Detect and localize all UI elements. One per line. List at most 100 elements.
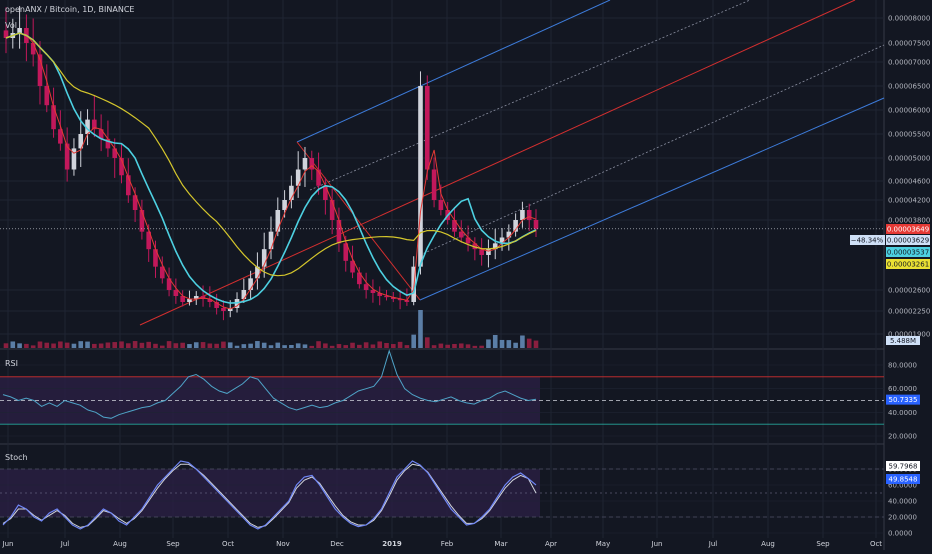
- candle-body: [255, 266, 260, 279]
- candle-body: [268, 231, 274, 250]
- candle-body: [146, 231, 151, 250]
- volume-bar: [526, 338, 532, 348]
- candle-body: [214, 302, 219, 308]
- candle-body: [499, 237, 505, 244]
- candle-body: [452, 220, 457, 232]
- candle-body: [377, 293, 383, 296]
- x-tick-label: Jun: [2, 540, 14, 548]
- price-tick-label: 0.00003800: [888, 217, 930, 225]
- volume-bar: [30, 345, 36, 348]
- volume-bar: [336, 344, 342, 348]
- price-marker-bg: [886, 247, 930, 257]
- candle-body: [329, 200, 335, 220]
- candle-body: [404, 300, 410, 302]
- stoch-title: Stoch: [5, 453, 28, 462]
- volume-bar: [207, 343, 213, 348]
- pitchfork-lower: [419, 97, 885, 301]
- stoch-k-value-label: 59.7968: [889, 463, 918, 471]
- volume-bar: [17, 343, 22, 348]
- volume-bar: [105, 342, 111, 348]
- volume-bar: [248, 343, 253, 348]
- candle-body: [44, 86, 50, 106]
- candle-body: [343, 243, 349, 261]
- candle-body: [323, 185, 328, 200]
- volume-bar: [132, 341, 138, 348]
- candle-body: [492, 243, 498, 250]
- volume-bar: [37, 341, 43, 348]
- candle-body: [153, 249, 158, 267]
- volume-marker-bg: [886, 336, 920, 345]
- price-change-label: −48.34%: [851, 237, 884, 245]
- volume-bar: [159, 345, 165, 348]
- stoch-k-value-bg: [886, 461, 920, 471]
- volume-bar: [418, 310, 423, 348]
- volume-bar: [10, 341, 16, 348]
- candle-body: [241, 290, 247, 299]
- candle-body: [438, 200, 444, 210]
- x-tick-label: Jul: [708, 540, 718, 548]
- rsi-tick-label: 60.0000: [888, 385, 917, 393]
- price-tick-label: 0.00002250: [888, 308, 930, 316]
- volume-bar: [492, 334, 498, 348]
- candle-body: [51, 105, 56, 130]
- candle-body: [261, 249, 267, 267]
- volume-bar: [295, 343, 301, 348]
- volume-bar: [200, 342, 206, 348]
- volume-bars: [3, 310, 539, 348]
- volume-bar: [92, 343, 97, 348]
- volume-bar: [85, 341, 90, 348]
- candle-body: [431, 169, 437, 200]
- candle-body: [30, 43, 36, 55]
- candle-body: [221, 308, 226, 311]
- ma-slow-line: [5, 32, 537, 277]
- volume-bar: [98, 343, 104, 348]
- volume-bar: [58, 341, 63, 348]
- volume-bar: [397, 341, 403, 348]
- pitchfork-upper: [296, 0, 611, 143]
- x-tick-label: Sep: [816, 540, 830, 548]
- volume-bar: [445, 344, 450, 348]
- x-tick-label: Aug: [113, 540, 127, 548]
- stoch-k-line: [2, 460, 537, 530]
- symbol-title: openANX / Bitcoin, 1D, BINANCE: [5, 5, 135, 14]
- candle-body: [370, 290, 376, 293]
- rsi-value-bg: [886, 394, 920, 405]
- candle-body: [275, 210, 281, 232]
- volume-bar: [424, 337, 430, 348]
- volume-bar: [323, 343, 328, 348]
- volume-bar: [255, 341, 260, 348]
- candle-body: [486, 249, 491, 255]
- volume-bar: [513, 342, 518, 348]
- candle-body: [112, 148, 118, 158]
- x-tick-label: Jul: [60, 540, 70, 548]
- volume-bar: [275, 342, 281, 348]
- volume-bar: [520, 335, 525, 348]
- x-tick-label: Jun: [651, 540, 663, 548]
- volume-bar: [180, 342, 185, 348]
- stoch-d-line: [2, 463, 537, 528]
- price-tick-label: 0.00001900: [888, 331, 930, 339]
- stoch-d-value-label: 49.8548: [889, 476, 918, 484]
- candle-body: [64, 143, 70, 170]
- volume-bar: [126, 343, 131, 348]
- volume-bar: [316, 341, 321, 348]
- volume-bar: [214, 343, 219, 348]
- price-tick-label: 0.00005500: [888, 131, 930, 139]
- candle-body: [397, 299, 403, 301]
- candle-body: [533, 220, 539, 229]
- candle-body: [180, 296, 185, 302]
- price-tick-label: 0.00007000: [888, 59, 930, 67]
- candle-body: [37, 54, 43, 86]
- volume-bar: [506, 340, 512, 348]
- volume-bar: [499, 339, 505, 348]
- ma-fast-line: [5, 32, 537, 310]
- volume-bar: [391, 344, 396, 348]
- candle-body: [357, 272, 362, 285]
- volume-bar: [533, 340, 539, 348]
- candle-body: [520, 210, 525, 220]
- volume-bar: [486, 339, 491, 348]
- candle-body: [391, 297, 396, 299]
- candle-body: [132, 195, 138, 210]
